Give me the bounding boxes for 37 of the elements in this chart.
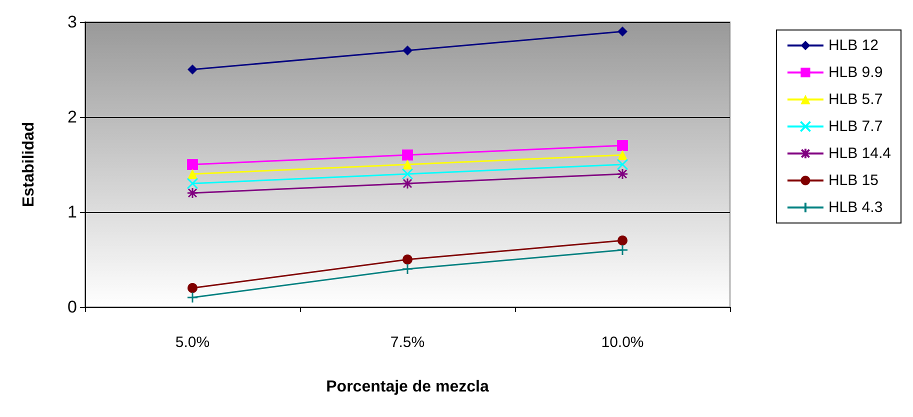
point — [402, 254, 412, 264]
point — [188, 169, 198, 179]
point — [617, 140, 628, 151]
point — [618, 26, 628, 36]
x-tick-label: 10.0% — [601, 334, 644, 351]
point — [402, 160, 412, 170]
point — [402, 178, 414, 190]
legend-label: HLB 12 — [828, 37, 879, 54]
x-tick-label: 7.5% — [390, 334, 425, 351]
point — [616, 168, 628, 180]
point — [402, 150, 413, 160]
point — [616, 244, 628, 256]
point — [402, 46, 412, 56]
point — [186, 187, 198, 199]
point — [186, 178, 198, 190]
point — [618, 236, 628, 246]
legend-label: HLB 5.7 — [828, 91, 883, 108]
y-tick-label: 3 — [68, 12, 77, 32]
y-axis-title: Estabilidad — [20, 122, 38, 208]
point — [187, 159, 198, 170]
point — [618, 150, 628, 160]
y-tick-label: 0 — [68, 298, 77, 316]
y-tick-label: 2 — [68, 108, 77, 126]
legend-label: HLB 4.3 — [828, 199, 883, 216]
point — [188, 64, 198, 74]
legend-label: HLB 7.7 — [828, 118, 883, 135]
x-tick-label: 5.0% — [175, 334, 210, 351]
legend-label: HLB 14.4 — [828, 145, 892, 162]
x-axis-title: Porcentaje de mezcla — [326, 378, 489, 396]
y-tick-label: 1 — [68, 202, 77, 222]
point — [616, 158, 628, 170]
legend-label: HLB 9.9 — [828, 64, 883, 81]
legend-label: HLB 15 — [828, 172, 879, 189]
point — [186, 292, 198, 304]
point — [402, 263, 414, 275]
point — [188, 283, 198, 293]
point — [402, 168, 414, 180]
